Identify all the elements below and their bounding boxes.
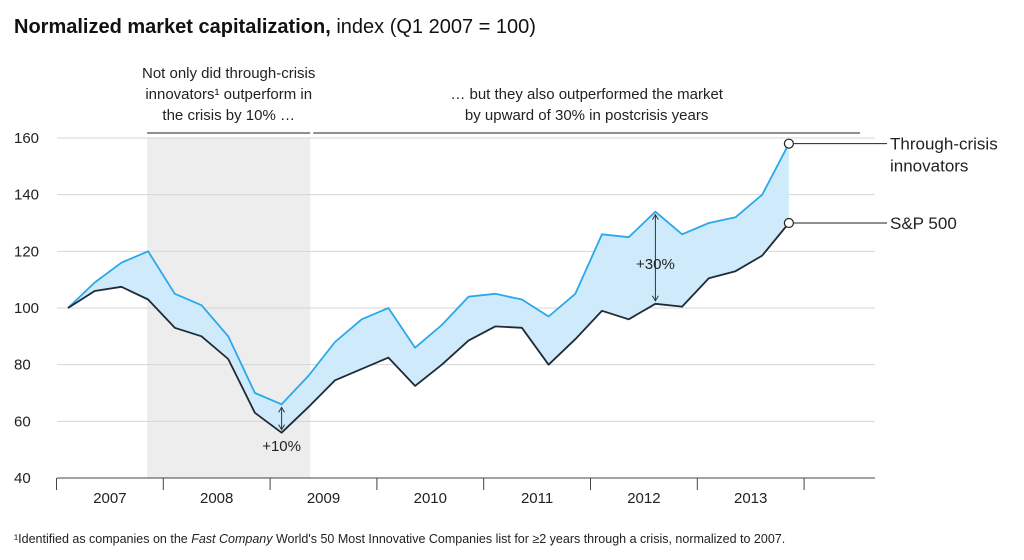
market-cap-chart: 40 60 80 100 120 140 160 2007 2008 2009 2010 2011 20… xyxy=(14,65,998,507)
x-tick-label-2009: 2009 xyxy=(307,490,340,507)
y-tick-label: 120 xyxy=(14,243,39,260)
sp500-series-label: S&P 500 xyxy=(890,214,957,233)
y-tick-label: 60 xyxy=(14,413,31,430)
crisis-gap-arrow-bottom xyxy=(278,424,286,431)
crisis-gap-label: +10% xyxy=(262,438,301,455)
chart-title-bold: Normalized market capitalization, xyxy=(14,16,331,38)
sp500-end-marker xyxy=(783,217,795,229)
y-tick-label: 40 xyxy=(14,470,31,487)
y-tick-label: 80 xyxy=(14,357,31,374)
y-tick-label: 140 xyxy=(14,187,39,204)
x-tick-label-2011: 2011 xyxy=(521,490,553,507)
postcrisis-annotation-line: … but they also outperformed the market xyxy=(450,86,723,103)
crisis-annotation-line: the crisis by 10% … xyxy=(162,107,295,124)
crisis-annotation-line: Not only did through-crisis xyxy=(142,65,315,82)
sp500-line xyxy=(67,222,790,434)
crisis-gap-arrow-top xyxy=(278,406,286,413)
innovators-end-marker xyxy=(783,138,795,149)
x-tick-label-2013: 2013 xyxy=(734,490,767,507)
postcrisis-annotation-line: by upward of 30% in postcrisis years xyxy=(465,107,708,124)
x-tick-label-2008: 2008 xyxy=(200,490,233,507)
x-tick-label-2007: 2007 xyxy=(93,490,126,507)
postcrisis-gap-arrow-bottom xyxy=(651,295,659,302)
innovators-series-label-line-1: Through-crisis xyxy=(890,135,998,154)
x-tick-label-2010: 2010 xyxy=(414,490,447,507)
innovators-series-label-line-2: innovators xyxy=(890,157,968,176)
footnote-publication: Fast Company xyxy=(191,532,273,546)
y-tick-label: 160 xyxy=(14,130,39,147)
chart-title: Normalized market capitalization, index … xyxy=(14,16,536,39)
postcrisis-gap-label: +30% xyxy=(636,256,675,273)
x-tick-label-2012: 2012 xyxy=(627,490,660,507)
footnote: ¹Identified as companies on the Fast Com… xyxy=(14,532,785,546)
y-tick-label: 100 xyxy=(14,300,39,317)
innovators-line xyxy=(67,143,790,406)
footnote-part-2: World's 50 Most Innovative Companies lis… xyxy=(272,532,786,546)
crisis-annotation-line: innovators¹ outperform in xyxy=(145,86,312,103)
postcrisis-gap-arrow-top xyxy=(651,213,659,220)
footnote-part-1: ¹Identified as companies on the xyxy=(14,532,192,546)
chart-title-subtitle: index (Q1 2007 = 100) xyxy=(330,16,536,38)
